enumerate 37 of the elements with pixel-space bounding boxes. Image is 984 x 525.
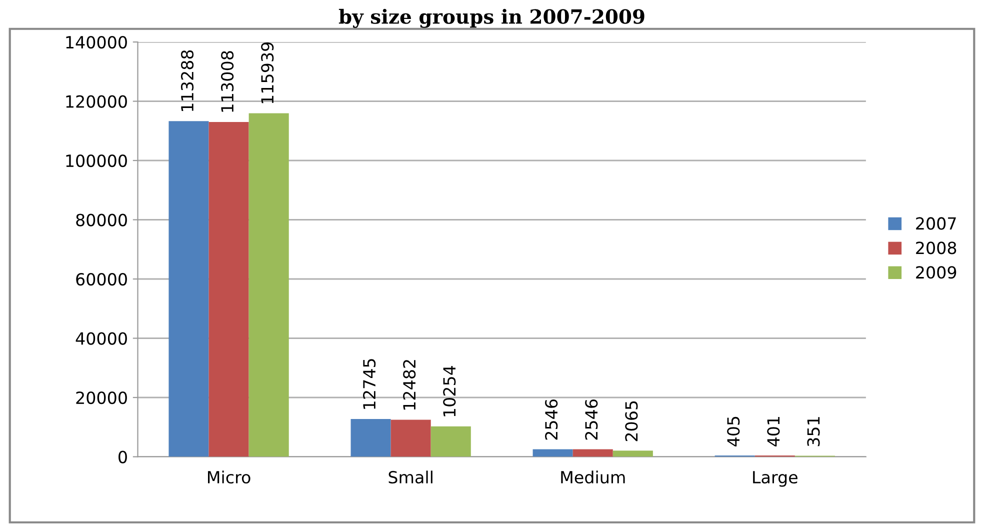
legend-label: 2009: [916, 266, 956, 279]
bar: [612, 450, 653, 457]
y-tick-label: 140000: [66, 36, 127, 49]
legend-label: 2007: [916, 217, 956, 230]
data-label: 12745: [363, 359, 376, 409]
data-label: 405: [727, 416, 740, 446]
x-tick-label: Medium: [561, 470, 625, 484]
y-tick-label: 60000: [76, 272, 127, 286]
bar: [208, 122, 249, 457]
x-tick-label: Large: [753, 471, 798, 487]
data-label: 351: [807, 417, 820, 446]
data-label: 2065: [625, 401, 638, 442]
y-tick-label: 40000: [76, 332, 127, 345]
bar: [350, 418, 391, 457]
bar: [390, 420, 431, 457]
bar: [430, 426, 471, 457]
y-tick-label: 120000: [66, 95, 127, 108]
x-tick-label: Small: [388, 470, 432, 484]
y-tick-label: 80000: [76, 214, 127, 226]
data-label: 113288: [180, 50, 194, 111]
bar: [532, 449, 573, 457]
bar: [248, 113, 289, 457]
data-label: 113008: [221, 51, 234, 112]
y-tick-label: 100000: [66, 154, 127, 168]
chart-title: by size groups in 2007-2009: [338, 8, 644, 28]
bar: [572, 449, 613, 457]
x-tick-label: Micro: [208, 470, 250, 484]
data-label: 115939: [261, 42, 274, 104]
bar: [168, 121, 209, 457]
data-label: 401: [767, 416, 780, 446]
data-label: 12482: [403, 360, 416, 410]
data-label: 2546: [545, 400, 558, 440]
y-tick-label: 20000: [76, 391, 127, 404]
legend-label: 2008: [916, 242, 956, 254]
y-tick-label: 0: [118, 450, 127, 464]
data-label: 2546: [585, 400, 598, 440]
data-label: 10254: [443, 366, 456, 416]
